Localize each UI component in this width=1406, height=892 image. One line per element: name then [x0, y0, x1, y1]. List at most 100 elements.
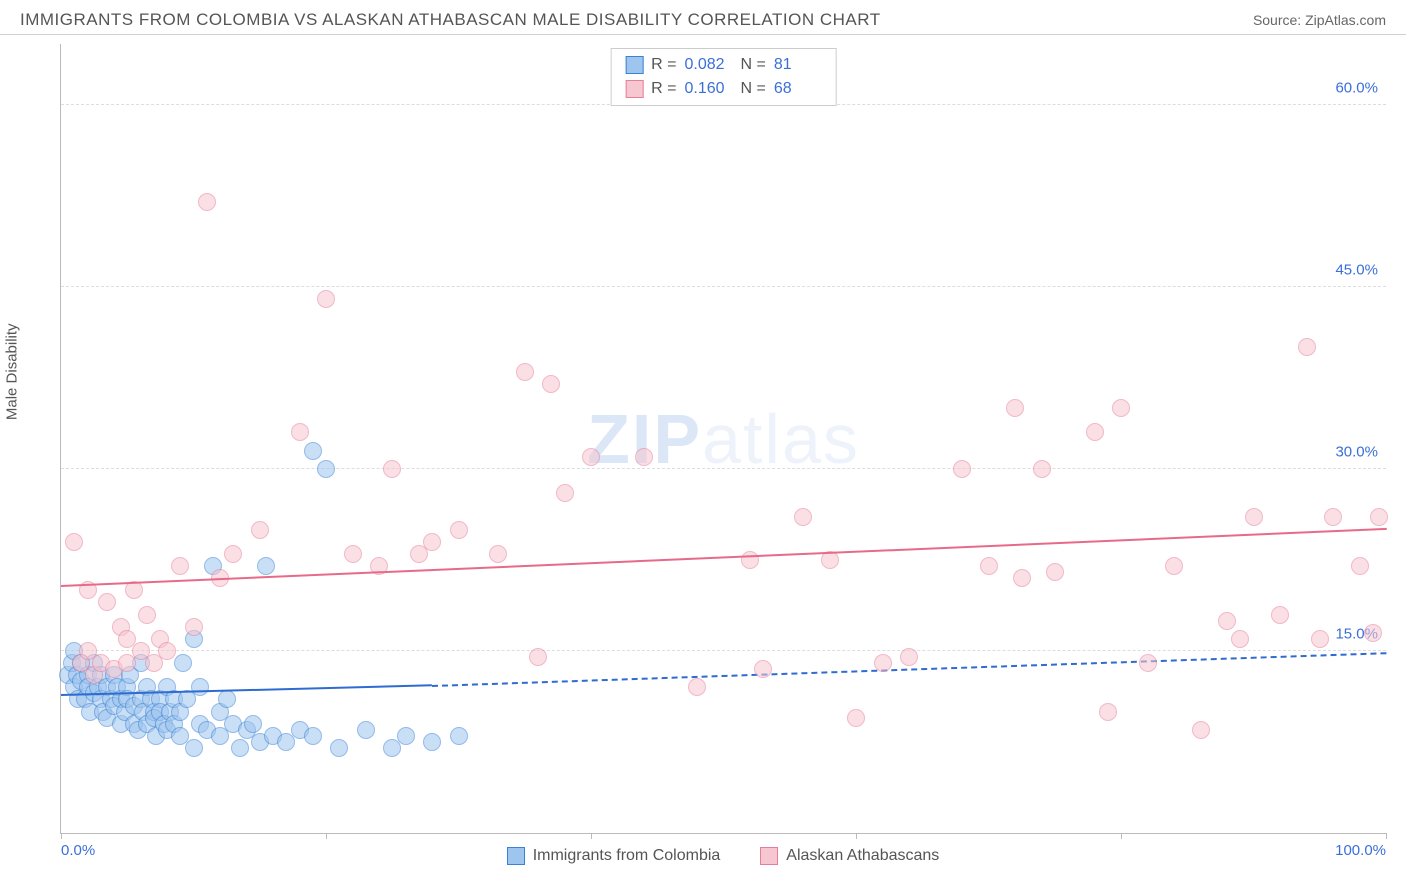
data-point	[1311, 630, 1329, 648]
data-point	[1165, 557, 1183, 575]
source-prefix: Source:	[1253, 12, 1305, 28]
data-point	[516, 363, 534, 381]
data-point	[1298, 338, 1316, 356]
data-point	[65, 533, 83, 551]
y-tick-label: 45.0%	[1335, 261, 1378, 278]
legend-r-value: 0.160	[685, 77, 733, 101]
plot-area: ZIPatlas 15.0%30.0%45.0%60.0%0.0%100.0%R…	[60, 44, 1386, 834]
legend-n-value: 81	[774, 53, 822, 77]
data-point	[257, 557, 275, 575]
data-point	[847, 709, 865, 727]
data-point	[542, 375, 560, 393]
legend-row: R = 0.082 N = 81	[625, 53, 822, 77]
data-point	[1033, 460, 1051, 478]
legend-item: Alaskan Athabascans	[760, 847, 939, 865]
data-point	[556, 484, 574, 502]
y-tick-label: 60.0%	[1335, 79, 1378, 96]
y-tick-label: 30.0%	[1335, 443, 1378, 460]
data-point	[1245, 508, 1263, 526]
data-point	[900, 648, 918, 666]
data-point	[423, 533, 441, 551]
data-point	[1271, 606, 1289, 624]
data-point	[244, 715, 262, 733]
legend-r-label: R =	[651, 77, 676, 101]
data-point	[1006, 399, 1024, 417]
source-name: ZipAtlas.com	[1305, 12, 1386, 28]
data-point	[741, 551, 759, 569]
data-point	[171, 557, 189, 575]
data-point	[1099, 703, 1117, 721]
data-point	[185, 739, 203, 757]
legend-r-label: R =	[651, 53, 676, 77]
data-point	[317, 460, 335, 478]
data-point	[397, 727, 415, 745]
data-point	[357, 721, 375, 739]
data-point	[1139, 654, 1157, 672]
legend-swatch	[625, 56, 643, 74]
legend-n-value: 68	[774, 77, 822, 101]
chart-source: Source: ZipAtlas.com	[1253, 12, 1386, 28]
legend-item: Immigrants from Colombia	[507, 847, 721, 865]
data-point	[794, 508, 812, 526]
data-point	[191, 678, 209, 696]
data-point	[344, 545, 362, 563]
legend-swatch	[625, 80, 643, 98]
data-point	[1324, 508, 1342, 526]
legend-n-label: N =	[741, 77, 766, 101]
watermark: ZIPatlas	[587, 399, 860, 479]
data-point	[754, 660, 772, 678]
y-axis-label: Male Disability	[4, 323, 21, 420]
data-point	[1046, 563, 1064, 581]
data-point	[1192, 721, 1210, 739]
data-point	[1364, 624, 1382, 642]
data-point	[688, 678, 706, 696]
data-point	[138, 606, 156, 624]
data-point	[1086, 423, 1104, 441]
data-point	[1013, 569, 1031, 587]
data-point	[158, 642, 176, 660]
correlation-legend: R = 0.082 N = 81 R = 0.160 N = 68	[610, 48, 837, 106]
data-point	[1218, 612, 1236, 630]
data-point	[582, 448, 600, 466]
data-point	[218, 690, 236, 708]
x-tick-mark	[1386, 833, 1387, 839]
legend-row: R = 0.160 N = 68	[625, 77, 822, 101]
gridline	[61, 468, 1386, 469]
legend-n-label: N =	[741, 53, 766, 77]
legend-swatch	[760, 847, 778, 865]
legend-r-value: 0.082	[685, 53, 733, 77]
data-point	[231, 739, 249, 757]
data-point	[224, 545, 242, 563]
chart-header: IMMIGRANTS FROM COLOMBIA VS ALASKAN ATHA…	[0, 0, 1406, 35]
data-point	[450, 727, 468, 745]
chart-area: Male Disability ZIPatlas 15.0%30.0%45.0%…	[20, 44, 1386, 876]
data-point	[330, 739, 348, 757]
chart-title: IMMIGRANTS FROM COLOMBIA VS ALASKAN ATHA…	[20, 10, 881, 30]
data-point	[529, 648, 547, 666]
data-point	[450, 521, 468, 539]
data-point	[98, 593, 116, 611]
data-point	[489, 545, 507, 563]
data-point	[174, 654, 192, 672]
data-point	[317, 290, 335, 308]
data-point	[185, 618, 203, 636]
gridline	[61, 650, 1386, 651]
data-point	[1370, 508, 1388, 526]
data-point	[291, 423, 309, 441]
legend-swatch	[507, 847, 525, 865]
data-point	[304, 442, 322, 460]
legend-series-name: Alaskan Athabascans	[786, 847, 939, 865]
data-point	[198, 193, 216, 211]
data-point	[874, 654, 892, 672]
legend-series-name: Immigrants from Colombia	[533, 847, 721, 865]
gridline	[61, 286, 1386, 287]
data-point	[251, 521, 269, 539]
data-point	[423, 733, 441, 751]
data-point	[1231, 630, 1249, 648]
data-point	[980, 557, 998, 575]
data-point	[953, 460, 971, 478]
data-point	[304, 727, 322, 745]
data-point	[635, 448, 653, 466]
bottom-legend: Immigrants from Colombia Alaskan Athabasc…	[60, 836, 1386, 876]
data-point	[1351, 557, 1369, 575]
